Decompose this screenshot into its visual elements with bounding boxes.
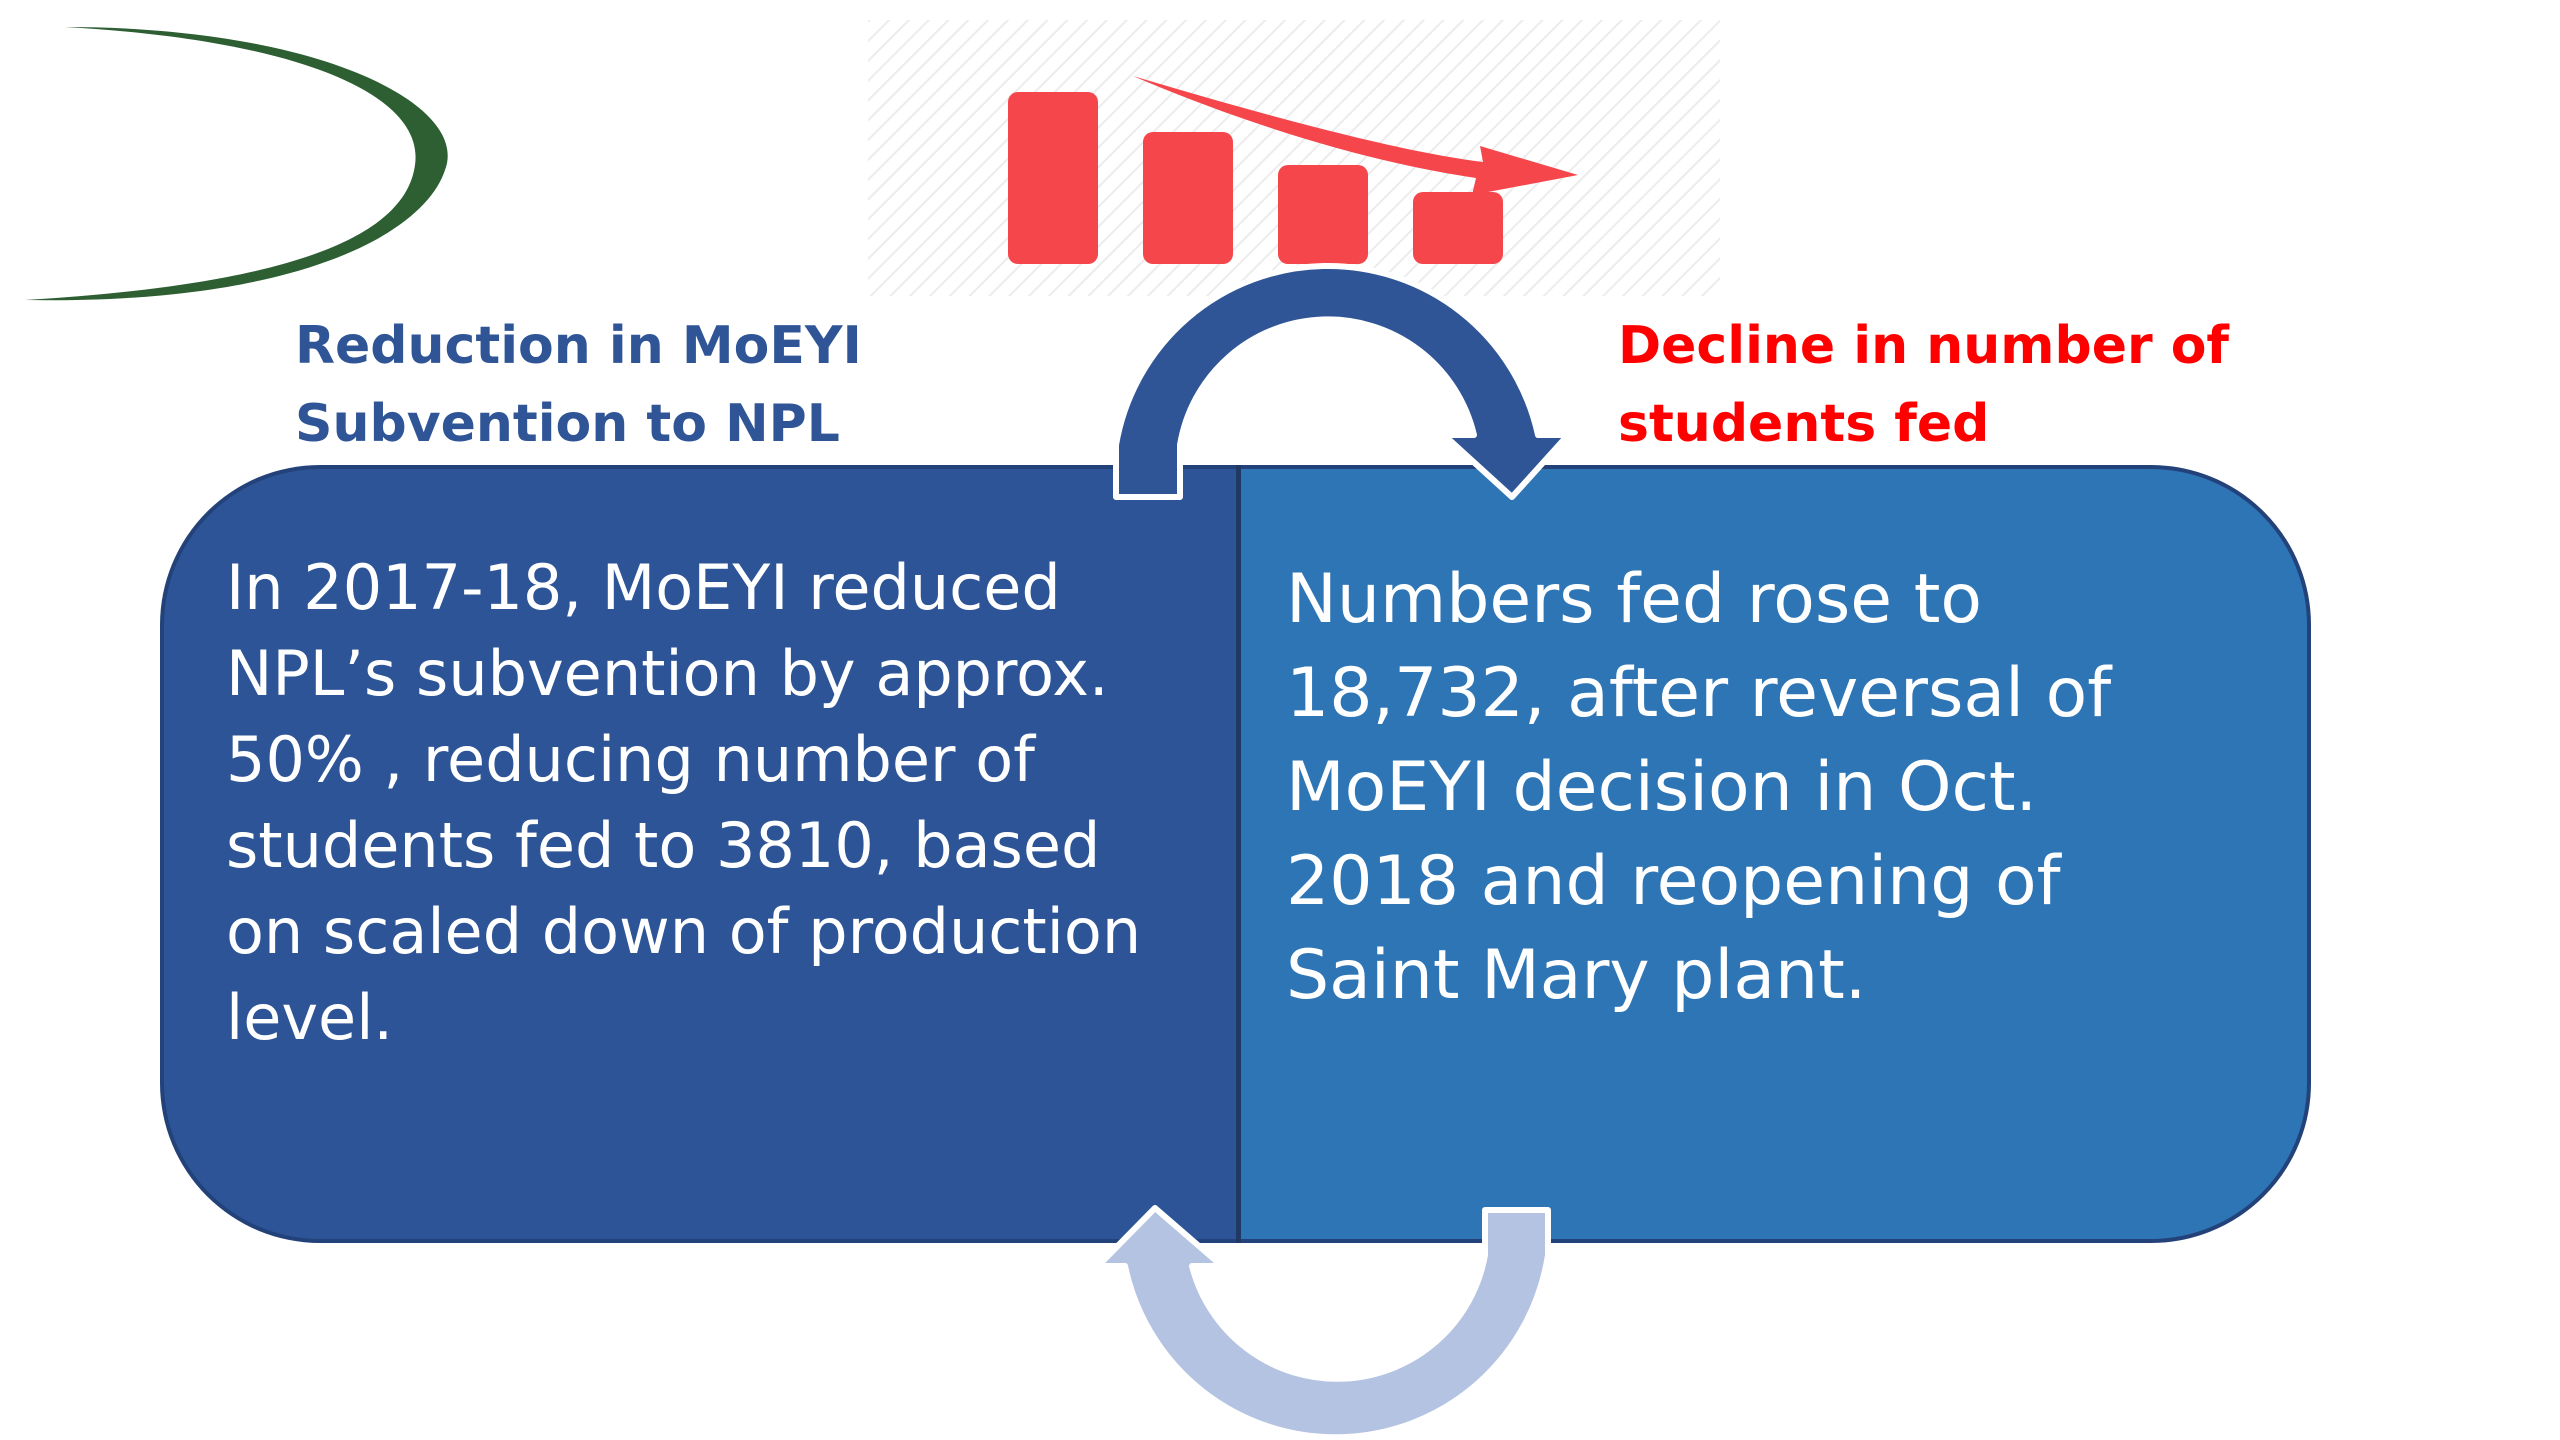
chart-icon-bar-3 <box>1278 165 1368 264</box>
left-box: In 2017-18, MoEYI reduced NPL’s subventi… <box>160 465 1240 1243</box>
chart-icon-down-arrow <box>1133 76 1578 195</box>
left-box-line-1: In 2017-18, MoEYI reduced <box>226 551 1061 624</box>
chart-icon-bar-2 <box>1143 132 1233 264</box>
left-box-line-4: students fed to 3810, based <box>226 809 1101 882</box>
right-box-line-2: 18,732, after reversal of <box>1286 654 2112 733</box>
curved-arrow-right-icon <box>1113 262 1571 500</box>
left-box-line-5: on scaled down of production <box>226 895 1142 968</box>
right-box-line-3: MoEYI decision in Oct. <box>1286 748 2038 827</box>
left-box-line-6: level. <box>226 981 394 1054</box>
right-heading-line-1: Decline in number of <box>1618 316 2230 376</box>
left-heading-line-2: Subvention to NPL <box>295 394 840 454</box>
right-box: Numbers fed rose to 18,732, after revers… <box>1236 465 2311 1243</box>
left-heading: Reduction in MoEYI Subvention to NPL <box>295 307 862 463</box>
right-heading: Decline in number of students fed <box>1618 307 2229 463</box>
left-heading-line-1: Reduction in MoEYI <box>295 316 862 376</box>
left-box-text: In 2017-18, MoEYI reduced NPL’s subventi… <box>226 545 1200 1061</box>
declining-bar-chart-icon <box>868 20 1720 296</box>
box-divider <box>1236 465 1241 1243</box>
logo-arc-icon <box>25 27 448 301</box>
left-box-line-3: 50% , reducing number of <box>226 723 1035 796</box>
right-box-line-4: 2018 and reopening of <box>1286 842 2061 921</box>
right-box-line-5: Saint Mary plant. <box>1286 936 1867 1015</box>
right-heading-line-2: students fed <box>1618 394 1990 454</box>
right-box-line-1: Numbers fed rose to <box>1286 560 1982 639</box>
left-box-line-2: NPL’s subvention by approx. <box>226 637 1109 710</box>
chart-icon-bar-4 <box>1413 192 1503 264</box>
chart-icon-bar-1 <box>1008 92 1098 264</box>
right-box-text: Numbers fed rose to 18,732, after revers… <box>1286 553 2267 1023</box>
